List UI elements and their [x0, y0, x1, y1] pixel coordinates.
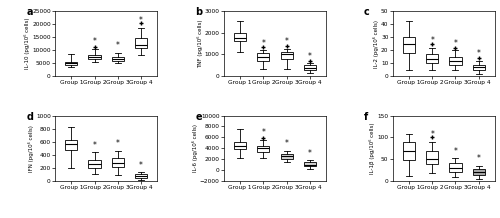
Text: *: * — [262, 39, 266, 48]
Text: *: * — [454, 39, 458, 48]
PathPatch shape — [112, 57, 124, 61]
Text: d: d — [26, 112, 34, 122]
PathPatch shape — [403, 37, 415, 53]
Text: *: * — [262, 128, 266, 137]
Text: e: e — [195, 112, 202, 122]
Y-axis label: IL-1β (pg/10⁶ cells): IL-1β (pg/10⁶ cells) — [370, 123, 376, 174]
PathPatch shape — [426, 151, 438, 164]
Text: *: * — [92, 141, 96, 150]
PathPatch shape — [135, 174, 147, 178]
PathPatch shape — [280, 154, 292, 158]
PathPatch shape — [135, 38, 147, 48]
Text: *: * — [139, 16, 143, 25]
PathPatch shape — [65, 140, 78, 150]
Text: b: b — [195, 7, 202, 17]
PathPatch shape — [65, 62, 78, 65]
Y-axis label: IL-2 (pg/10⁶ cells): IL-2 (pg/10⁶ cells) — [373, 20, 379, 68]
Text: *: * — [430, 36, 434, 45]
Y-axis label: IFN (pg/10⁶ cells): IFN (pg/10⁶ cells) — [28, 125, 34, 172]
Text: c: c — [364, 7, 370, 17]
PathPatch shape — [426, 54, 438, 63]
PathPatch shape — [403, 142, 415, 160]
PathPatch shape — [112, 158, 124, 167]
Y-axis label: IL-6 (pg/10⁶ cells): IL-6 (pg/10⁶ cells) — [192, 124, 198, 172]
PathPatch shape — [280, 52, 292, 59]
PathPatch shape — [472, 65, 485, 70]
Text: *: * — [116, 41, 119, 50]
Text: *: * — [477, 49, 480, 58]
Text: *: * — [454, 147, 458, 156]
PathPatch shape — [234, 33, 246, 41]
Text: *: * — [477, 154, 480, 163]
Text: *: * — [92, 37, 96, 46]
PathPatch shape — [450, 57, 462, 65]
Y-axis label: IL-10 (pg/10⁶ cells): IL-10 (pg/10⁶ cells) — [24, 18, 30, 69]
PathPatch shape — [234, 142, 246, 149]
PathPatch shape — [450, 163, 462, 172]
PathPatch shape — [472, 169, 485, 175]
Text: *: * — [308, 149, 312, 158]
Text: *: * — [284, 37, 288, 46]
PathPatch shape — [304, 162, 316, 166]
PathPatch shape — [304, 65, 316, 70]
PathPatch shape — [88, 160, 101, 168]
Text: *: * — [308, 52, 312, 61]
Text: *: * — [139, 161, 143, 170]
PathPatch shape — [258, 145, 270, 152]
PathPatch shape — [88, 55, 101, 59]
PathPatch shape — [258, 53, 270, 61]
Text: a: a — [26, 7, 33, 17]
Text: f: f — [364, 112, 368, 122]
Y-axis label: TNF (pg/10⁶ cells): TNF (pg/10⁶ cells) — [196, 19, 202, 68]
Text: *: * — [116, 139, 119, 148]
Text: *: * — [430, 130, 434, 139]
Text: *: * — [284, 139, 288, 148]
